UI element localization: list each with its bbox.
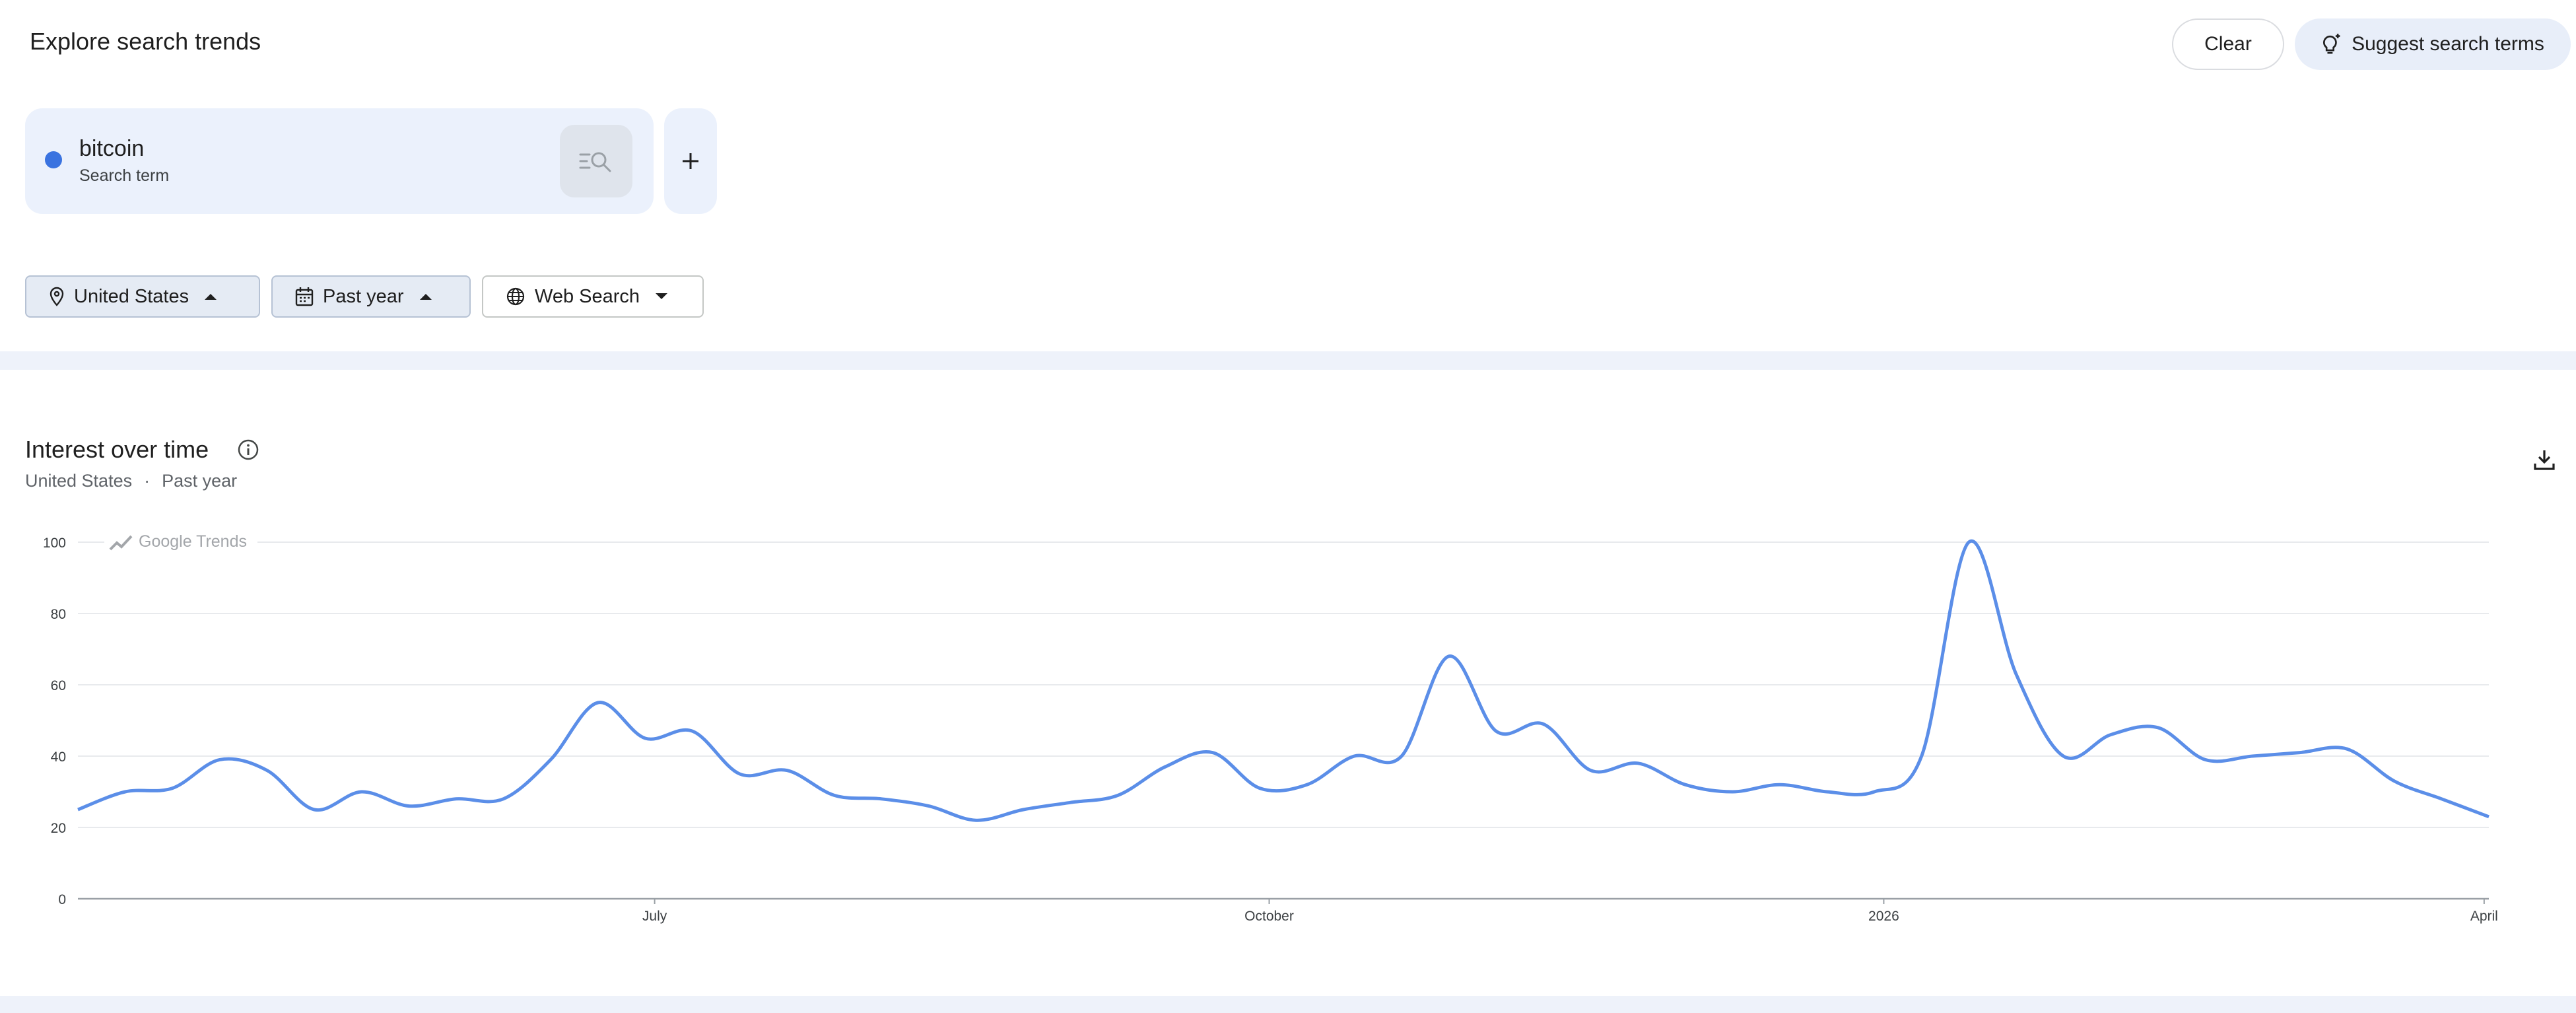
location-pin-icon	[50, 287, 64, 306]
property-filter-label: Web Search	[535, 285, 640, 307]
y-tick-label: 60	[51, 678, 66, 693]
y-tick-label: 100	[43, 536, 66, 551]
chart-subtitle-separator: ·	[144, 471, 151, 491]
search-list-icon	[579, 152, 611, 172]
property-filter[interactable]: Web Search	[482, 275, 704, 318]
google-trends-watermark: Google Trends	[104, 532, 257, 552]
x-tick-label: July	[642, 909, 667, 924]
term-type: Search term	[79, 166, 170, 185]
chart-y-axis: 0 20 40 60 80 100	[43, 536, 66, 907]
period-filter-label: Past year	[323, 285, 404, 307]
term-search-options-button[interactable]	[560, 125, 632, 197]
x-tick-label: October	[1244, 909, 1294, 924]
add-term-button[interactable]	[664, 108, 717, 214]
y-tick-label: 20	[51, 821, 66, 836]
chart-grid	[78, 541, 2489, 900]
x-tick-label: April	[2470, 909, 2498, 924]
search-term-card[interactable]	[25, 108, 654, 214]
download-icon[interactable]	[2531, 446, 2558, 476]
page-title: Explore search trends	[30, 28, 261, 55]
globe-icon	[506, 287, 525, 306]
chart-title: Interest over time	[25, 436, 209, 463]
chart-subtitle-period: Past year	[162, 471, 238, 491]
location-filter[interactable]: United States	[25, 275, 260, 318]
info-icon[interactable]	[236, 438, 260, 465]
trends-logo-icon	[109, 535, 133, 551]
plus-icon	[683, 153, 698, 169]
y-tick-label: 80	[51, 607, 66, 622]
calendar-icon	[295, 287, 314, 306]
period-filter[interactable]: Past year	[271, 275, 471, 318]
caret-up-icon	[205, 294, 217, 300]
section-divider	[0, 351, 2576, 370]
interest-over-time-chart: 0 20 40 60 80 100 July October 2026 April Google…	[43, 532, 2498, 924]
chart-subtitle-location: United States	[25, 471, 133, 491]
clear-button[interactable]: Clear	[2172, 18, 2284, 70]
chart-subtitle: United States · Past year	[25, 471, 237, 491]
bottom-divider	[0, 996, 2576, 1013]
y-tick-label: 40	[51, 750, 66, 765]
x-tick-label: 2026	[1868, 909, 1899, 924]
location-filter-label: United States	[74, 285, 189, 307]
suggest-search-terms-label: Suggest search terms	[2352, 33, 2544, 55]
watermark-label: Google Trends	[139, 532, 247, 551]
term-color-dot	[45, 151, 62, 168]
lightbulb-sparkle-icon	[2323, 34, 2340, 54]
chart-x-axis: July October 2026 April	[642, 899, 2498, 924]
y-tick-label: 0	[58, 892, 66, 907]
caret-down-icon	[656, 293, 668, 299]
series-line-bitcoin	[77, 539, 2490, 822]
term-name: bitcoin	[79, 136, 145, 161]
caret-up-icon	[419, 294, 432, 300]
suggest-search-terms-button[interactable]: Suggest search terms	[2295, 18, 2571, 70]
